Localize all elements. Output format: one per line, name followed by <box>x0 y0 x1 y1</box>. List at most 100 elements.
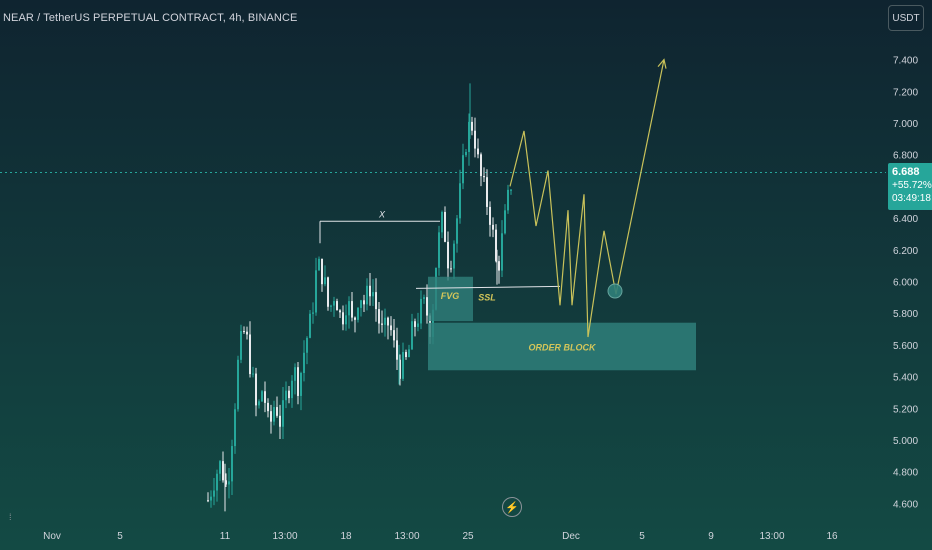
candle-body <box>249 334 251 375</box>
annotations-group: ORDER BLOCK FVG X SSL <box>319 58 696 371</box>
last-price-value: 6.688 <box>892 166 920 178</box>
price-tick-label: 4.800 <box>893 468 918 479</box>
candle-body <box>510 189 512 191</box>
candle-body <box>480 154 482 177</box>
candle-body <box>492 224 494 230</box>
candle-body <box>507 189 509 211</box>
candle-body <box>471 121 473 131</box>
candle-body <box>495 229 497 262</box>
candle-body <box>330 305 332 307</box>
candle-body <box>405 352 407 358</box>
candle-body <box>498 261 500 271</box>
candle-body <box>441 211 443 233</box>
candle-body <box>420 298 422 324</box>
price-tick-label: 5.400 <box>893 373 918 384</box>
candle-body <box>351 301 353 318</box>
price-tick-label: 7.400 <box>893 56 918 67</box>
candle-body <box>288 390 290 399</box>
candle-body <box>447 241 449 269</box>
candle-body <box>465 151 467 156</box>
time-tick-label: Nov <box>43 531 61 542</box>
time-tick-label: 25 <box>462 531 474 542</box>
candle-body <box>408 349 410 358</box>
time-tick-label: 5 <box>117 531 123 542</box>
candle-body <box>339 310 341 313</box>
candle-body <box>210 496 212 501</box>
currency-button[interactable]: USDT <box>888 5 924 31</box>
candle-body <box>342 312 344 325</box>
candle-body <box>396 340 398 360</box>
target-marker <box>607 283 623 299</box>
candle-body <box>411 321 413 350</box>
time-tick-label: 13:00 <box>759 531 784 542</box>
candle-body <box>444 211 446 242</box>
candle-body <box>300 372 302 396</box>
candle-body <box>486 177 488 207</box>
candle-body <box>456 218 458 244</box>
drag-handle-icon[interactable]: ⁞ <box>9 512 12 522</box>
candle-body <box>327 277 329 307</box>
candle-body <box>312 312 314 314</box>
candle-body <box>357 307 359 320</box>
candle-body <box>414 321 416 327</box>
fvg-label: FVG <box>441 291 460 301</box>
candle-body <box>279 415 281 427</box>
price-change: +55.72% <box>892 180 932 191</box>
candle-body <box>360 300 362 308</box>
candle-body <box>243 331 245 333</box>
candle-body <box>384 317 386 325</box>
candle-body <box>291 380 293 399</box>
candle-body <box>228 481 230 485</box>
candle-body <box>240 331 242 360</box>
candle-body <box>270 411 272 422</box>
candle-body <box>216 473 218 491</box>
time-tick-label: 13:00 <box>394 531 419 542</box>
price-tick-label: 6.800 <box>893 151 918 162</box>
candle-body <box>252 373 254 375</box>
candle-body <box>237 359 239 410</box>
candle-body <box>282 400 284 427</box>
last-price-tag: 6.688 +55.72% 03:49:18 <box>888 163 932 210</box>
time-axis: Nov 5 11 13:00 18 13:00 25 Dec 5 9 13:00 16 <box>43 531 838 542</box>
candle-body <box>417 323 419 327</box>
projection-path <box>509 59 665 338</box>
price-axis: 4.600 4.800 5.000 5.200 5.400 5.600 5.800 6.000… <box>893 56 918 511</box>
candle-body <box>450 268 452 270</box>
candle-body <box>273 407 275 422</box>
price-tick-label: 5.600 <box>893 341 918 352</box>
candle-body <box>378 309 380 324</box>
lightning-icon[interactable]: ⚡ <box>502 497 522 517</box>
time-tick-label: 13:00 <box>272 531 297 542</box>
candle-body <box>426 297 428 316</box>
candle-body <box>381 323 383 325</box>
candle-body <box>393 330 395 341</box>
time-tick-label: 16 <box>826 531 838 542</box>
order-block-label: ORDER BLOCK <box>529 342 597 352</box>
candle-body <box>207 500 209 502</box>
bos-label: X <box>378 209 386 219</box>
candle-body <box>315 270 317 313</box>
candle-body <box>285 390 287 401</box>
bar-countdown: 03:49:18 <box>892 193 931 204</box>
candle-body <box>438 232 440 268</box>
candle-body <box>297 367 299 396</box>
candle-body <box>234 409 236 447</box>
candle-body <box>369 285 371 297</box>
candle-body <box>267 402 269 412</box>
candle-body <box>264 391 266 403</box>
candle-body <box>399 359 401 379</box>
candle-body <box>303 352 305 373</box>
price-tick-label: 7.200 <box>893 87 918 98</box>
price-tick-label: 5.800 <box>893 309 918 320</box>
candle-body <box>306 337 308 353</box>
fvg-zone <box>428 276 473 322</box>
time-tick-label: 18 <box>340 531 352 542</box>
candle-body <box>501 233 503 271</box>
candle-body <box>453 243 455 269</box>
candle-body <box>258 401 260 406</box>
candle-body <box>366 285 368 305</box>
price-tick-label: 6.000 <box>893 278 918 289</box>
projection-arrowhead <box>657 58 667 69</box>
candle-body <box>363 300 365 305</box>
